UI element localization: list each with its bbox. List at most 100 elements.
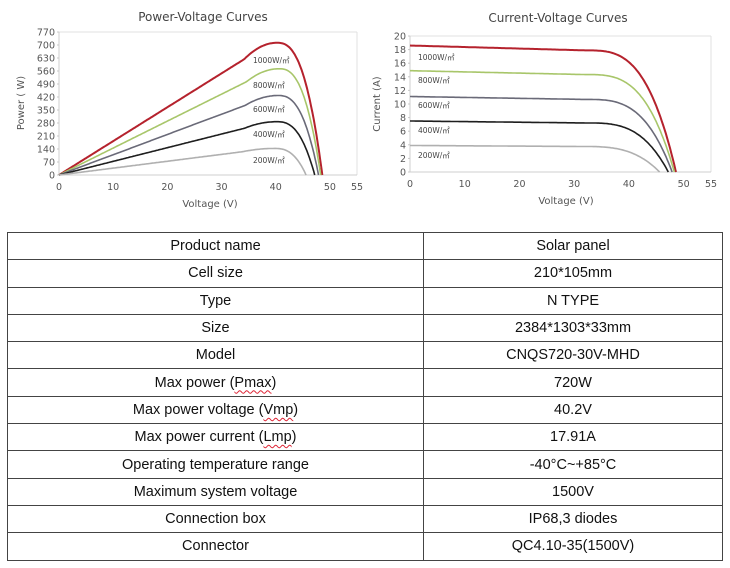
spec-label: Max power (Pmax) [7, 368, 424, 397]
svg-text:50: 50 [324, 182, 336, 193]
spec-label: Max power current (Lmp) [7, 423, 424, 452]
spec-label: Type [7, 286, 424, 315]
x-axis-label: Voltage (V) [182, 199, 237, 210]
svg-text:420: 420 [37, 93, 55, 104]
spec-label: Cell size [7, 259, 424, 288]
svg-text:70: 70 [43, 158, 55, 169]
iv-curve [410, 95, 673, 173]
spellcheck-mark: Pmax [234, 374, 272, 391]
spec-value: N TYPE [423, 286, 723, 315]
pv-curve [58, 68, 322, 176]
table-row: Operating temperature range -40°C~+85°C [7, 450, 723, 479]
irradiance-label: 200W/㎡ [253, 156, 285, 165]
svg-text:30: 30 [215, 182, 227, 193]
svg-text:210: 210 [37, 132, 55, 143]
svg-text:40: 40 [270, 182, 282, 193]
irradiance-label: 1000W/㎡ [418, 53, 455, 62]
irradiance-label: 200W/㎡ [418, 151, 450, 160]
table-row: Max power voltage (Vmp) 40.2V [7, 395, 723, 425]
table-row: Connector QC4.10-35(1500V) [7, 532, 723, 561]
irradiance-label: 400W/㎡ [253, 130, 285, 139]
svg-text:20: 20 [161, 182, 173, 193]
table-row: Product name Solar panel [7, 231, 723, 261]
spec-value: 40.2V [423, 395, 723, 425]
y-axis-label: Power ( W) [16, 76, 27, 130]
spec-value: IP68,3 diodes [423, 504, 723, 534]
spec-label: Connector [7, 532, 424, 561]
spec-value: 2384*1303*33mm [423, 313, 723, 343]
svg-text:20: 20 [513, 179, 525, 190]
chart-title: Current-Voltage Curves [488, 11, 627, 25]
svg-text:140: 140 [37, 145, 55, 156]
svg-text:6: 6 [400, 127, 406, 138]
irradiance-label: 800W/㎡ [418, 76, 450, 85]
svg-text:10: 10 [107, 182, 119, 193]
spec-table: Product name Solar panel Cell size 210*105m… [7, 231, 723, 561]
spellcheck-mark: Vmp [263, 401, 294, 418]
svg-text:55: 55 [351, 182, 363, 193]
iv-curve [409, 44, 677, 173]
pv-curve [58, 41, 324, 176]
svg-text:20: 20 [394, 32, 406, 43]
irradiance-label: 400W/㎡ [418, 126, 450, 135]
spec-label: Product name [7, 231, 424, 261]
table-row: Maximum system voltage 1500V [7, 477, 723, 506]
spec-label: Operating temperature range [7, 450, 424, 479]
spec-value: CNQS720-30V-MHD [423, 341, 723, 370]
table-row: Connection box IP68,3 diodes [7, 504, 723, 534]
current-voltage-chart: 0 2 4 6 8 10 12 14 16 18 20 0 10 20 30 40 50 55 Current-Vo… [365, 0, 730, 215]
pv-curve [58, 120, 316, 176]
svg-text:30: 30 [568, 179, 580, 190]
svg-text:0: 0 [407, 179, 413, 190]
svg-text:8: 8 [400, 113, 406, 124]
svg-text:0: 0 [49, 171, 55, 182]
pv-curve [58, 94, 320, 176]
svg-text:4: 4 [400, 140, 406, 151]
svg-text:2: 2 [400, 154, 406, 165]
spec-value: -40°C~+85°C [423, 450, 723, 479]
spellcheck-mark: Lmp [263, 429, 292, 446]
svg-text:10: 10 [459, 179, 471, 190]
spec-label: Size [7, 313, 424, 343]
spec-value: Solar panel [423, 231, 723, 261]
irradiance-label: 600W/㎡ [418, 101, 450, 110]
svg-text:55: 55 [705, 179, 717, 190]
svg-text:700: 700 [37, 41, 55, 52]
irradiance-label: 1000W/㎡ [253, 56, 290, 65]
svg-text:350: 350 [37, 106, 55, 117]
svg-text:630: 630 [37, 54, 55, 65]
svg-text:18: 18 [394, 45, 406, 56]
x-axis-label: Voltage (V) [538, 196, 593, 207]
iv-curve [410, 69, 676, 173]
table-row: Type N TYPE [7, 286, 723, 315]
svg-text:12: 12 [394, 86, 406, 97]
spec-label: Max power voltage (Vmp) [7, 395, 424, 425]
y-axis-label: Current (A) [372, 76, 383, 131]
svg-text:0: 0 [56, 182, 62, 193]
spec-label: Connection box [7, 504, 424, 534]
svg-text:770: 770 [37, 28, 55, 39]
spec-value: 210*105mm [423, 259, 723, 288]
spec-value: 17.91A [423, 423, 723, 452]
spec-label: Model [7, 341, 424, 370]
svg-text:280: 280 [37, 119, 55, 130]
table-row: Cell size 210*105mm [7, 259, 723, 288]
svg-text:490: 490 [37, 80, 55, 91]
svg-text:14: 14 [394, 72, 406, 83]
chart-title: Power-Voltage Curves [138, 10, 268, 24]
spec-value: 1500V [423, 477, 723, 506]
table-row: Size 2384*1303*33mm [7, 313, 723, 343]
svg-text:40: 40 [623, 179, 635, 190]
spec-label: Maximum system voltage [7, 477, 424, 506]
iv-curve [410, 144, 661, 173]
spec-value: QC4.10-35(1500V) [423, 532, 723, 561]
spec-value: 720W [423, 368, 723, 397]
svg-text:16: 16 [394, 59, 406, 70]
iv-curve [410, 120, 670, 173]
irradiance-label: 800W/㎡ [253, 81, 285, 90]
table-row: Model CNQS720-30V-MHD [7, 341, 723, 370]
pv-curve [58, 147, 307, 176]
svg-text:50: 50 [678, 179, 690, 190]
irradiance-label: 600W/㎡ [253, 105, 285, 114]
power-voltage-chart: 0 70 140 210 280 350 420 490 560 630 700 770 0 10 20 30… [0, 0, 365, 215]
